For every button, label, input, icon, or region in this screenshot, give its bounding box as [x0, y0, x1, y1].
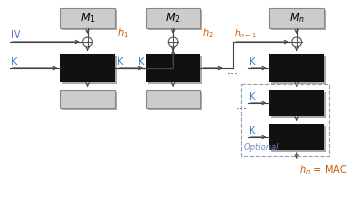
Bar — [270, 8, 324, 28]
Bar — [146, 8, 200, 28]
Bar — [148, 10, 202, 30]
Text: $h_2$: $h_2$ — [202, 26, 214, 40]
Bar — [148, 56, 202, 84]
Text: ...: ... — [235, 99, 247, 112]
Bar — [271, 56, 326, 84]
Bar — [271, 126, 326, 152]
Bar — [60, 8, 115, 28]
Text: IV: IV — [11, 30, 20, 40]
Bar — [270, 90, 324, 116]
Text: K: K — [137, 57, 144, 67]
Circle shape — [292, 37, 302, 47]
Bar — [146, 54, 200, 82]
Bar — [270, 124, 324, 150]
Text: $h_1$: $h_1$ — [117, 26, 129, 40]
Text: K: K — [117, 57, 123, 67]
Text: K: K — [249, 57, 255, 67]
Bar — [62, 10, 117, 30]
Text: Optional: Optional — [243, 143, 279, 152]
Text: $h_{n-1}$: $h_{n-1}$ — [235, 28, 257, 40]
Bar — [241, 84, 329, 156]
Bar — [60, 54, 115, 82]
Bar — [146, 90, 200, 108]
Bar — [62, 56, 117, 84]
Text: K: K — [11, 57, 17, 67]
Text: K: K — [249, 126, 255, 136]
Bar — [60, 90, 115, 108]
Bar — [271, 92, 326, 118]
Text: $M_2$: $M_2$ — [165, 11, 181, 25]
Circle shape — [83, 37, 92, 47]
Text: K: K — [249, 92, 255, 102]
Bar — [271, 10, 326, 30]
Bar — [62, 92, 117, 110]
Text: $M_n$: $M_n$ — [289, 11, 305, 25]
Bar — [270, 54, 324, 82]
Text: ...: ... — [227, 64, 238, 77]
Circle shape — [168, 37, 178, 47]
Text: $M_1$: $M_1$ — [80, 11, 95, 25]
Text: $h_n$ = MAC: $h_n$ = MAC — [298, 163, 347, 177]
Bar — [148, 92, 202, 110]
